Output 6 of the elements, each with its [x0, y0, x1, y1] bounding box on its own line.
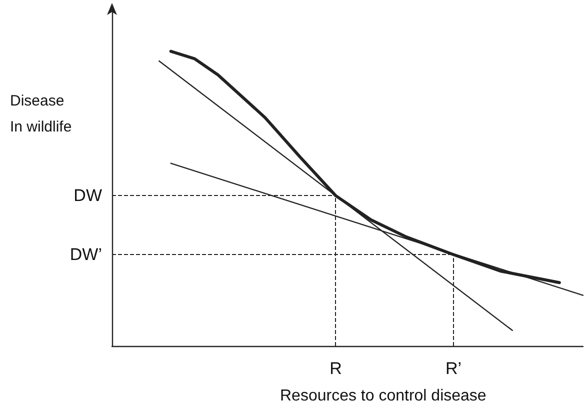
x-tick-label: R’ [445, 359, 462, 378]
x-tick-label: R [330, 359, 342, 378]
ref-line-label: DW [74, 186, 102, 206]
y-axis-title: Disease In wildlife [10, 92, 72, 136]
ref-line-label: DW’ [70, 245, 102, 264]
x-axis-title: Resources to control disease [280, 388, 486, 404]
